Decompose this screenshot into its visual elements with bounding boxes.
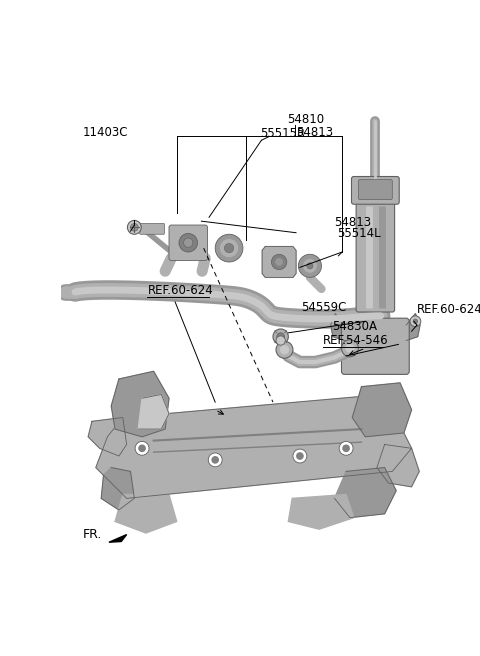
Polygon shape (115, 495, 177, 533)
Circle shape (208, 453, 222, 467)
Circle shape (342, 445, 350, 452)
Circle shape (276, 341, 293, 358)
Circle shape (220, 239, 238, 257)
Text: 54830A: 54830A (332, 320, 377, 333)
Text: 54810: 54810 (287, 113, 324, 127)
FancyBboxPatch shape (359, 180, 392, 199)
Polygon shape (101, 468, 134, 510)
Text: 54813: 54813 (335, 216, 372, 229)
Polygon shape (111, 371, 169, 437)
Text: 11403C: 11403C (83, 126, 128, 139)
Circle shape (339, 441, 353, 455)
FancyBboxPatch shape (140, 224, 164, 234)
Circle shape (303, 259, 317, 273)
Circle shape (307, 263, 313, 269)
Text: 55514L: 55514L (337, 228, 381, 240)
Polygon shape (331, 314, 345, 340)
Circle shape (413, 319, 418, 323)
Text: REF.54-546: REF.54-546 (323, 334, 389, 346)
Circle shape (277, 333, 285, 340)
Circle shape (293, 449, 307, 463)
Circle shape (276, 336, 285, 345)
Polygon shape (335, 468, 396, 518)
Circle shape (275, 258, 283, 266)
Circle shape (410, 316, 421, 327)
Text: REF.60-624: REF.60-624 (417, 303, 480, 316)
Circle shape (127, 220, 141, 234)
Circle shape (341, 340, 359, 357)
Text: 54559C: 54559C (301, 300, 347, 314)
Circle shape (184, 238, 193, 247)
Polygon shape (96, 394, 411, 499)
Polygon shape (352, 383, 411, 437)
Text: 54813: 54813 (296, 126, 333, 139)
FancyBboxPatch shape (351, 176, 399, 204)
FancyBboxPatch shape (356, 195, 395, 312)
Polygon shape (138, 394, 169, 429)
Polygon shape (288, 495, 354, 529)
Circle shape (211, 456, 219, 464)
Circle shape (179, 234, 197, 252)
Circle shape (299, 255, 322, 277)
Text: FR.: FR. (83, 527, 102, 541)
Text: REF.60-624: REF.60-624 (147, 283, 213, 297)
Circle shape (215, 234, 243, 262)
Polygon shape (109, 535, 127, 543)
Circle shape (131, 224, 138, 231)
Circle shape (138, 445, 146, 452)
Circle shape (135, 441, 149, 455)
Circle shape (271, 255, 287, 270)
Text: 55515R: 55515R (260, 127, 305, 140)
Circle shape (345, 344, 355, 353)
Circle shape (273, 329, 288, 344)
Circle shape (296, 452, 304, 460)
FancyBboxPatch shape (169, 225, 207, 260)
Circle shape (280, 345, 289, 354)
Polygon shape (88, 417, 127, 456)
Polygon shape (377, 445, 419, 487)
Polygon shape (262, 247, 296, 277)
FancyBboxPatch shape (341, 318, 409, 375)
Polygon shape (406, 314, 420, 340)
Circle shape (225, 243, 234, 253)
